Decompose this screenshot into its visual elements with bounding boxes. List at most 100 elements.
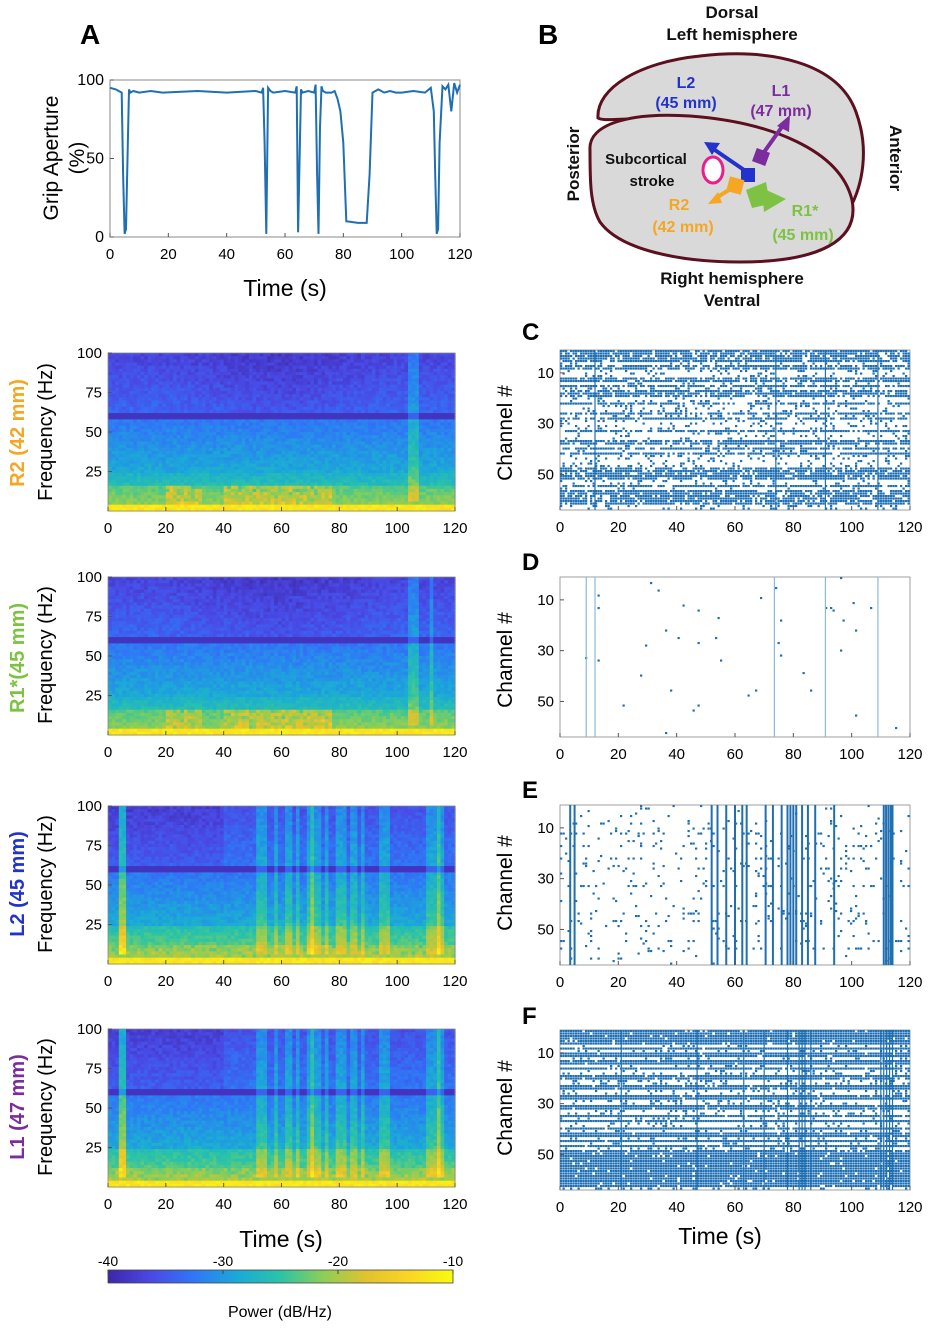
spectrogram-cell [393, 476, 398, 480]
spectrogram-cell [368, 432, 373, 436]
spectrogram-cell [194, 368, 199, 373]
spectrogram-cell [259, 378, 265, 383]
spectrogram-cell [111, 492, 116, 496]
spectrogram-cell [169, 353, 174, 357]
spectrogram-cell [238, 381, 243, 386]
spectrogram-cell [295, 359, 301, 364]
spectrogram-cell [303, 507, 308, 512]
spectrogram-cell [415, 482, 420, 487]
spectrogram-cell [173, 403, 178, 408]
spectrogram-cell [267, 375, 272, 379]
spectrogram-cell [180, 428, 185, 433]
spectrogram-cell [418, 413, 424, 417]
spectrogram-cell [205, 413, 210, 417]
spectrogram-cell [408, 425, 413, 430]
spectrogram-cell [299, 463, 304, 468]
spectrogram-cell [404, 368, 409, 373]
spectrogram-cell [194, 476, 199, 480]
spectrogram-cell [418, 353, 424, 357]
spectrogram-cell [234, 390, 239, 395]
spectrogram-cell [238, 384, 243, 389]
spectrogram-cell [162, 460, 167, 465]
spectrogram-cell [220, 365, 225, 370]
spectrogram-cell [205, 488, 210, 493]
spectrogram-cell [252, 394, 257, 398]
spectrogram-cell [144, 473, 149, 477]
spectrogram-cell [118, 454, 124, 458]
spectrogram-cell [389, 447, 395, 452]
spectrogram-cell [230, 413, 236, 417]
spectrogram-cell [256, 485, 261, 490]
spectrogram-cell [295, 384, 301, 389]
spectrogram-cell [332, 394, 337, 398]
spectrogram-cell [411, 419, 416, 424]
spectrogram-cell [361, 504, 366, 509]
spectrogram-cell [140, 435, 145, 439]
spectrogram-cell [389, 479, 395, 484]
spectrogram-cell [310, 504, 315, 509]
spectrogram-cell [422, 362, 427, 367]
spectrogram-cell [111, 362, 116, 367]
spectrogram-cell [108, 394, 113, 398]
spectrogram-cell [324, 485, 330, 490]
spectrogram-cell [108, 356, 113, 360]
spectrogram-cell [248, 406, 254, 411]
spec-l1-xlabel: Time (s) [239, 1226, 322, 1252]
spectrogram-cell [335, 492, 340, 496]
spectrogram-cell [165, 394, 171, 398]
spectrogram-cell [108, 473, 113, 477]
spectrogram-cell [342, 406, 348, 411]
spectrogram-cell [408, 441, 413, 446]
spectrogram-cell [259, 387, 265, 392]
spectrogram-cell [314, 466, 319, 471]
spectrogram-cell [201, 507, 207, 512]
spectrogram-cell [339, 501, 344, 506]
spectrogram-cell [281, 498, 286, 503]
spectrogram-cell [230, 406, 236, 411]
spectrogram-cell [241, 362, 246, 367]
spectrogram-cell [198, 441, 203, 446]
spectrogram-cell [299, 387, 304, 392]
spectrogram-cell [136, 488, 142, 493]
spectrogram-cell [252, 473, 257, 477]
spectrogram-cell [198, 409, 203, 414]
spectrogram-cell [201, 425, 207, 430]
spectrogram-cell [223, 460, 228, 465]
spectrogram-cell [404, 485, 409, 490]
spectrogram-cell [288, 485, 293, 490]
spectrogram-cell [162, 400, 167, 405]
spectrogram-cell [111, 378, 116, 383]
spectrogram-cell [429, 409, 434, 414]
spectrogram-cell [238, 504, 243, 509]
spectrogram-cell [118, 356, 124, 360]
spectrogram-cell [111, 371, 116, 376]
spectrogram-cell [342, 371, 348, 376]
spectrogram-cell [133, 365, 138, 370]
spectrogram-cell [198, 387, 203, 392]
spectrogram-cell [220, 473, 225, 477]
spectrogram-cell [256, 381, 261, 386]
spectrogram-cell [173, 353, 178, 357]
spectrogram-cell [288, 460, 293, 465]
spectrogram-cell [133, 476, 138, 480]
spectrogram-cell [418, 422, 424, 427]
spectrogram-cell [288, 498, 293, 503]
spectrogram-cell [339, 473, 344, 477]
spectrogram-cell [321, 390, 326, 395]
spectrogram-cell [205, 473, 210, 477]
spectrogram-cell [303, 469, 308, 474]
spectrogram-cell [303, 428, 308, 433]
spectrogram-cell [382, 362, 387, 367]
spectrogram-cell [183, 428, 189, 433]
spectrogram-cell [314, 378, 319, 383]
spectrogram-cell [118, 460, 124, 465]
spectrogram-cell [382, 381, 387, 386]
spectrogram-cell [353, 356, 358, 360]
spectrogram-cell [277, 400, 283, 405]
spectrogram-cell [324, 384, 330, 389]
spectrogram-cell [350, 416, 355, 420]
spectrogram-cell [397, 504, 402, 509]
spectrogram-cell [314, 375, 319, 379]
spectrogram-cell [201, 409, 207, 414]
spectrogram-cell [180, 387, 185, 392]
